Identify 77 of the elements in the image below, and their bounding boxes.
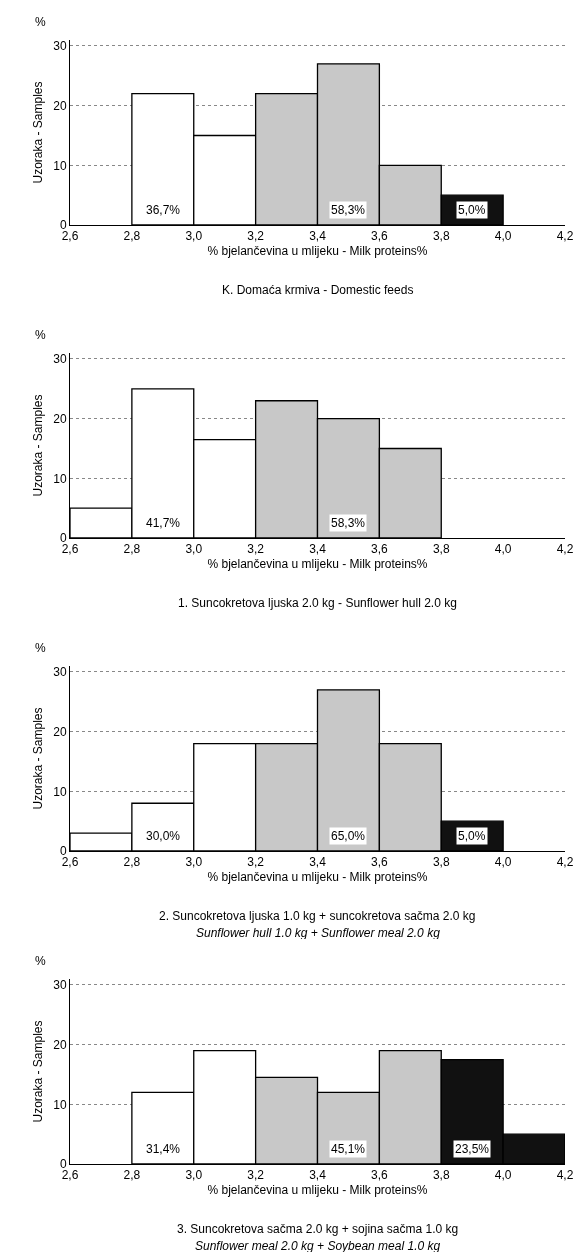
x-tick-label: 3,4 bbox=[309, 855, 327, 870]
annotation: 65,0% bbox=[331, 829, 366, 843]
x-tick-label: 3,6 bbox=[371, 855, 389, 870]
x-tick-label: 4,2 bbox=[556, 229, 574, 244]
x-tick-label: 3,0 bbox=[185, 855, 203, 870]
x-tick-label: 3,8 bbox=[432, 855, 450, 870]
x-tick-label: 3,6 bbox=[371, 1168, 389, 1183]
text: % bbox=[35, 328, 46, 342]
text: Sunflower hull 1.0 kg + Sunflower meal 2.0 kg bbox=[196, 926, 441, 940]
y-tick-label: 30 bbox=[53, 665, 67, 680]
x-tick-label: 2,8 bbox=[123, 855, 141, 870]
annotation: 45,1% bbox=[331, 1142, 366, 1156]
y-tick-label: 30 bbox=[53, 39, 67, 54]
x-axis-title: % bjelančevina u mlijeku - Milk proteins% bbox=[207, 1183, 428, 1198]
text: % bbox=[35, 954, 46, 968]
x-axis-title: % bjelančevina u mlijeku - Milk proteins% bbox=[207, 244, 428, 259]
y-axis-title: Uzoraka - Samples bbox=[30, 707, 45, 810]
x-tick-label: 2,6 bbox=[61, 229, 79, 244]
annotation: 58,3% bbox=[331, 516, 366, 530]
x-tick-label: 2,6 bbox=[61, 855, 79, 870]
y-tick-label: 10 bbox=[53, 1097, 67, 1112]
y-tick-label: 20 bbox=[53, 1037, 67, 1052]
x-tick-label: 4,0 bbox=[494, 855, 512, 870]
y-tick-label: 20 bbox=[53, 724, 67, 739]
x-tick-label: 4,0 bbox=[494, 229, 512, 244]
text: Sunflower meal 2.0 kg + Soybean meal 1.0 kg bbox=[195, 1239, 441, 1253]
x-tick-label: 4,2 bbox=[556, 855, 574, 870]
annotation: 5,0% bbox=[458, 203, 486, 217]
x-tick-label: 2,6 bbox=[61, 1168, 79, 1183]
x-tick-label: 3,0 bbox=[185, 542, 203, 557]
y-tick-label: 30 bbox=[53, 352, 67, 367]
y-axis-title: Uzoraka - Samples bbox=[30, 81, 45, 184]
text: 1. Suncokretova ljuska 2.0 kg - Sunflower hull 2.0 kg bbox=[178, 596, 457, 610]
annotation: 23,5% bbox=[455, 1142, 490, 1156]
text: 2. Suncokretova ljuska 1.0 kg + suncokretova sačma 2.0 kg bbox=[159, 909, 476, 923]
annotation: 58,3% bbox=[331, 203, 366, 217]
x-axis-title: % bjelančevina u mlijeku - Milk proteins% bbox=[207, 557, 428, 572]
x-tick-label: 3,2 bbox=[247, 1168, 265, 1183]
x-tick-label: 2,8 bbox=[123, 229, 141, 244]
x-tick-label: 3,2 bbox=[247, 229, 265, 244]
y-tick-label: 10 bbox=[53, 158, 67, 173]
annotation: 30,0% bbox=[146, 829, 181, 843]
y-axis-title: Uzoraka - Samples bbox=[30, 1020, 45, 1123]
y-tick-label: 30 bbox=[53, 978, 67, 993]
x-tick-label: 4,0 bbox=[494, 542, 512, 557]
x-tick-label: 4,0 bbox=[494, 1168, 512, 1183]
y-tick-label: 10 bbox=[53, 784, 67, 799]
y-tick-label: 20 bbox=[53, 411, 67, 426]
x-tick-label: 3,8 bbox=[432, 1168, 450, 1183]
x-tick-label: 2,8 bbox=[123, 542, 141, 557]
annotation: 5,0% bbox=[458, 829, 486, 843]
x-tick-label: 4,2 bbox=[556, 542, 574, 557]
annotation: 41,7% bbox=[146, 516, 181, 530]
text: 3. Suncokretova sačma 2.0 kg + sojina sačma 1.0 kg bbox=[177, 1222, 459, 1236]
text: % bbox=[35, 641, 46, 655]
x-tick-label: 2,6 bbox=[61, 542, 79, 557]
x-tick-label: 3,2 bbox=[247, 855, 265, 870]
y-tick-label: 10 bbox=[53, 471, 67, 486]
x-tick-label: 3,4 bbox=[309, 229, 327, 244]
annotation: 31,4% bbox=[146, 1142, 181, 1156]
x-tick-label: 2,8 bbox=[123, 1168, 141, 1183]
text: % bbox=[35, 15, 46, 29]
x-tick-label: 3,2 bbox=[247, 542, 265, 557]
y-tick-label: 20 bbox=[53, 98, 67, 113]
x-tick-label: 3,4 bbox=[309, 542, 327, 557]
x-tick-label: 4,2 bbox=[556, 1168, 574, 1183]
x-tick-label: 3,8 bbox=[432, 542, 450, 557]
x-tick-label: 3,4 bbox=[309, 1168, 327, 1183]
text: K. Domaća krmiva - Domestic feeds bbox=[222, 283, 414, 297]
annotation: 36,7% bbox=[146, 203, 181, 217]
x-tick-label: 3,6 bbox=[371, 229, 389, 244]
x-tick-label: 3,6 bbox=[371, 542, 389, 557]
y-axis-title: Uzoraka - Samples bbox=[30, 394, 45, 497]
x-tick-label: 3,0 bbox=[185, 229, 203, 244]
x-tick-label: 3,8 bbox=[432, 229, 450, 244]
x-axis-title: % bjelančevina u mlijeku - Milk proteins% bbox=[207, 870, 428, 885]
x-tick-label: 3,0 bbox=[185, 1168, 203, 1183]
